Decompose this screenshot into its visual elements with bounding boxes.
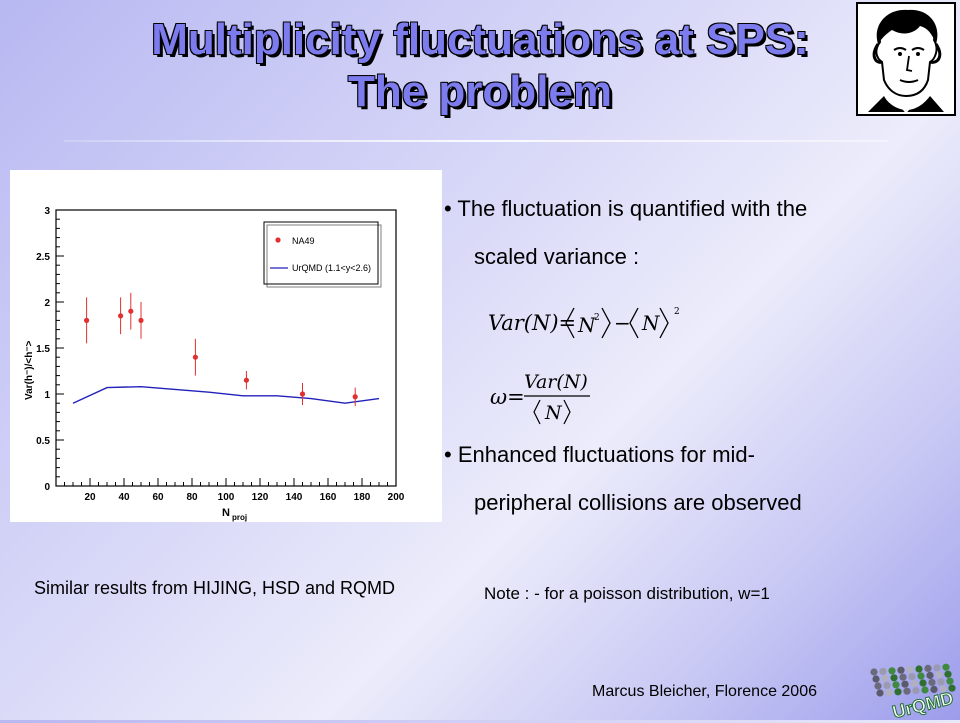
y-tick-label: 2 bbox=[44, 298, 50, 309]
x-axis-label: N bbox=[222, 507, 230, 519]
y-tick-label: 3 bbox=[44, 206, 50, 217]
title-divider bbox=[64, 140, 888, 142]
logo-particle bbox=[919, 679, 927, 687]
legend-urqmd-label: UrQMD (1.1<y<2.6) bbox=[292, 263, 371, 273]
formula-omega-numerator: Var(N) bbox=[524, 371, 588, 393]
logo-particle bbox=[872, 675, 880, 683]
na49-point bbox=[84, 317, 90, 323]
chart-panel: 20 40 60 80 100 120 140 160 180 200 0 0.5 1 1.5 2 2.5 3 N… bbox=[10, 170, 442, 522]
logo-particle bbox=[888, 667, 896, 675]
logo-particle bbox=[881, 674, 889, 682]
title-line-1: Multiplicity fluctuations at SPS: bbox=[151, 15, 809, 64]
similar-results-note: Similar results from HIJING, HSD and RQM… bbox=[34, 578, 396, 598]
y-tick-label: 0 bbox=[44, 482, 50, 493]
logo-particle bbox=[870, 668, 878, 676]
logo-particle bbox=[897, 666, 905, 674]
logo-particle bbox=[942, 663, 950, 671]
logo-particle bbox=[899, 673, 907, 681]
legend-box bbox=[263, 221, 379, 285]
logo-particle bbox=[935, 671, 943, 679]
logo-particle bbox=[885, 688, 893, 696]
y-tick-label: 2.5 bbox=[36, 252, 50, 263]
logo-particle bbox=[906, 666, 914, 674]
formula-variance-n: N bbox=[641, 311, 661, 335]
bullet-1-line-2: scaled variance : bbox=[474, 244, 640, 269]
logo-particle bbox=[921, 686, 929, 694]
logo-particle bbox=[928, 678, 936, 686]
x-tick-label: 120 bbox=[252, 492, 269, 503]
na49-point bbox=[192, 354, 198, 360]
x-tick-label: 200 bbox=[388, 492, 405, 503]
legend-shadow bbox=[266, 224, 382, 288]
logo-particle bbox=[946, 677, 954, 685]
logo-particle bbox=[874, 682, 882, 690]
bullet-2-line-1: • Enhanced fluctuations for mid- bbox=[444, 442, 755, 467]
bullet-2-line-2: peripheral collisions are observed bbox=[474, 490, 802, 515]
x-tick-label: 160 bbox=[320, 492, 337, 503]
na49-point bbox=[299, 391, 306, 397]
formula-variance: Var(N)= N 2 − N 2 bbox=[488, 307, 680, 339]
logo-particle bbox=[883, 681, 891, 689]
logo-particle bbox=[908, 673, 916, 681]
formula-omega-lhs: ω= bbox=[490, 385, 525, 409]
y-tick-label: 1 bbox=[44, 390, 50, 401]
logo-particle bbox=[890, 674, 898, 682]
logo-particle bbox=[876, 689, 884, 697]
logo-particle bbox=[892, 681, 900, 689]
x-tick-label: 140 bbox=[286, 492, 303, 503]
formula-omega: ω= Var(N) N bbox=[490, 371, 590, 425]
multiplicity-chart: 20 40 60 80 100 120 140 160 180 200 0 0.5 1 1.5 2 2.5 3 N… bbox=[24, 206, 405, 522]
y-tick-label: 1.5 bbox=[36, 344, 50, 355]
goethe-portrait-icon bbox=[868, 9, 944, 114]
y-tick-label: 0.5 bbox=[36, 436, 50, 447]
slide-title: Multiplicity fluctuations at SPS: The pr… bbox=[60, 14, 900, 118]
logo-particle bbox=[910, 680, 918, 688]
logo-particle bbox=[937, 678, 945, 686]
formula-variance-outer-exponent: 2 bbox=[674, 307, 680, 317]
logo-particle bbox=[901, 680, 909, 688]
logo-particle bbox=[903, 687, 911, 695]
x-tick-label: 80 bbox=[186, 492, 198, 503]
logo-particle bbox=[912, 687, 920, 695]
logo-particle bbox=[939, 685, 947, 693]
x-tick-label: 20 bbox=[84, 492, 96, 503]
legend-na49-marker bbox=[275, 237, 281, 243]
logo-particle bbox=[944, 670, 952, 678]
x-tick-label: 100 bbox=[218, 492, 235, 503]
formula-variance-minus: − bbox=[614, 311, 631, 335]
portrait-logo bbox=[856, 2, 956, 116]
x-tick-label: 180 bbox=[354, 492, 371, 503]
logo-particle bbox=[879, 667, 887, 675]
logo-particle bbox=[915, 665, 923, 673]
logo-particle bbox=[933, 664, 941, 672]
poisson-note: Note : - for a poisson distribution, w=1 bbox=[484, 584, 770, 603]
na49-point bbox=[138, 317, 144, 323]
legend-na49-label: NA49 bbox=[292, 236, 315, 246]
na49-point bbox=[128, 308, 134, 314]
logo-particle bbox=[894, 688, 902, 696]
x-tick-label: 40 bbox=[118, 492, 130, 503]
formula-variance-inner-exponent: 2 bbox=[594, 313, 600, 323]
logo-particle bbox=[930, 685, 938, 693]
formula-variance-n-squared: N bbox=[577, 313, 597, 337]
author-footer: Marcus Bleicher, Florence 2006 bbox=[592, 683, 817, 700]
formula-variance-lhs: Var(N)= bbox=[488, 311, 576, 335]
na49-point bbox=[352, 394, 358, 400]
title-line-2: The problem bbox=[347, 67, 613, 116]
urqmd-logo-icon: UrQMD bbox=[870, 663, 956, 723]
y-axis-label: Var(h⁻)/<h⁻> bbox=[24, 340, 35, 400]
logo-particle bbox=[917, 672, 925, 680]
logo-particle bbox=[924, 664, 932, 672]
bullet-1-line-1: • The fluctuation is quantified with the bbox=[444, 196, 808, 221]
urqmd-logo: UrQMD bbox=[866, 662, 956, 723]
x-tick-label: 60 bbox=[152, 492, 164, 503]
urqmd-curve bbox=[72, 385, 380, 404]
formula-omega-denominator: N bbox=[544, 402, 563, 424]
na49-point bbox=[118, 313, 124, 319]
x-axis-label-subscript: proj bbox=[232, 513, 247, 522]
na49-point bbox=[243, 377, 249, 383]
logo-particle bbox=[948, 684, 956, 692]
logo-particle bbox=[926, 671, 934, 679]
